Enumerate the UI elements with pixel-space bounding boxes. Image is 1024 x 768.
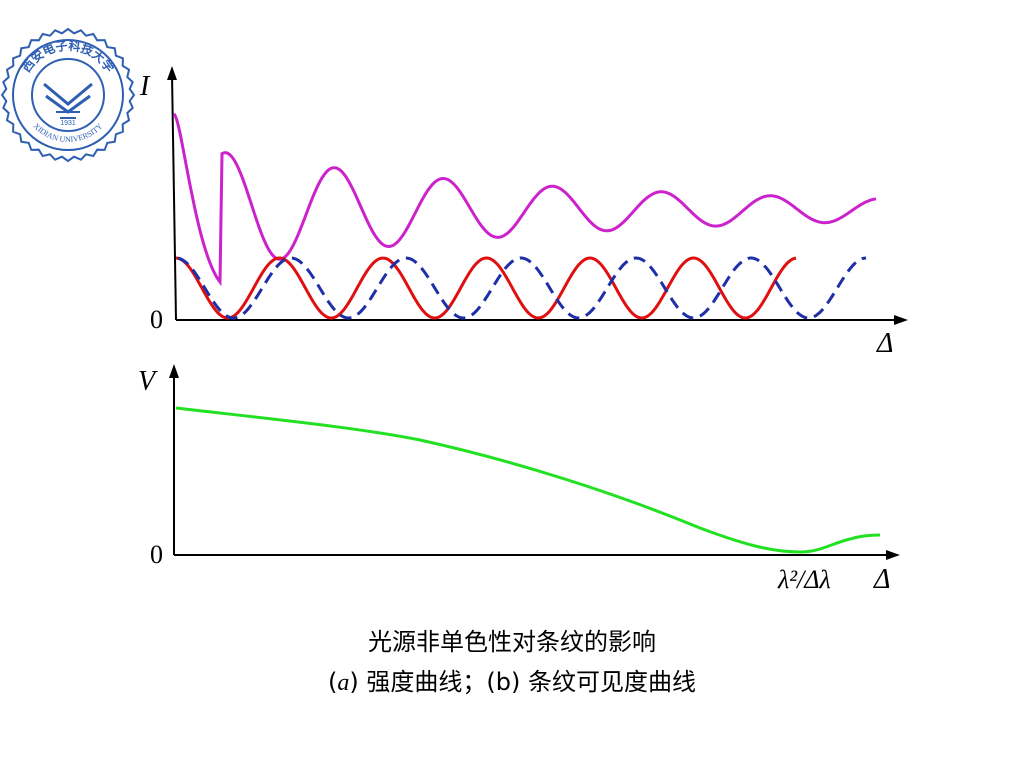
intensity-y-label: I [139, 71, 151, 102]
intensity-x-label: Δ [876, 328, 893, 359]
visibility-x-arrow [886, 550, 900, 560]
visibility-x-marker-label: λ²/Δλ [777, 565, 831, 594]
caption-rest: ) 强度曲线；(b) 条纹可见度曲线 [349, 668, 696, 696]
visibility-origin-label: 0 [150, 540, 163, 569]
logo-outer-ring [0, 27, 136, 163]
total-intensity-curve [172, 112, 877, 287]
logo-inner-ring [31, 58, 105, 132]
visibility-axes [169, 364, 900, 560]
intensity-axes [167, 66, 908, 325]
intensity-x-arrow [894, 315, 908, 325]
caption-subtitle: (a) 强度曲线；(b) 条纹可见度曲线 [0, 662, 1024, 697]
intensity-y-arrow [167, 66, 177, 80]
visibility-y-arrow [169, 364, 179, 378]
caption-title: 光源非单色性对条纹的影响 [368, 628, 656, 656]
logo-year: 1931 [60, 120, 76, 127]
caption-label-a: a [337, 670, 350, 696]
logo-middle-ring [12, 39, 124, 151]
logo-top-text: 西安电子科技大学 [19, 38, 117, 75]
logo-emblem-base [56, 111, 80, 119]
fringe-component-2-curve [177, 256, 867, 320]
intensity-y-axis [171, 73, 177, 321]
fringe-component-1-curve [175, 256, 797, 320]
visibility-curve [175, 406, 881, 554]
visibility-x-label: Δ [873, 564, 890, 595]
logo-emblem-wings [43, 82, 93, 114]
caption-paren-open: ( [328, 668, 338, 696]
visibility-y-label: V [138, 366, 158, 397]
intensity-origin-label: 0 [150, 305, 163, 334]
